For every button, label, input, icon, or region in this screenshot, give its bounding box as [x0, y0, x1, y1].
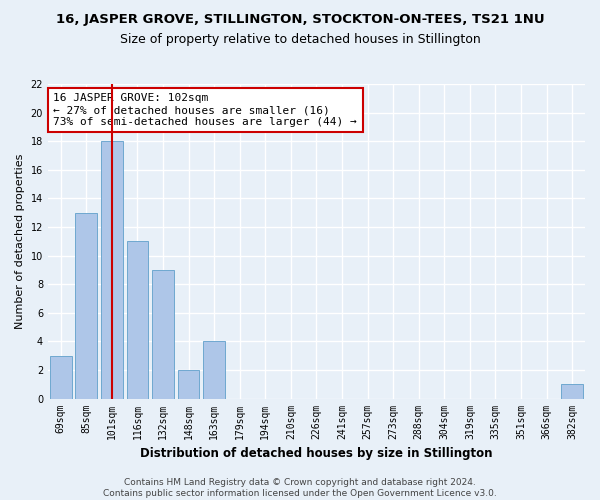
- Text: 16, JASPER GROVE, STILLINGTON, STOCKTON-ON-TEES, TS21 1NU: 16, JASPER GROVE, STILLINGTON, STOCKTON-…: [56, 12, 544, 26]
- Bar: [152, 270, 174, 398]
- Y-axis label: Number of detached properties: Number of detached properties: [15, 154, 25, 329]
- Bar: [562, 384, 583, 398]
- Text: 16 JASPER GROVE: 102sqm
← 27% of detached houses are smaller (16)
73% of semi-de: 16 JASPER GROVE: 102sqm ← 27% of detache…: [53, 94, 357, 126]
- X-axis label: Distribution of detached houses by size in Stillington: Distribution of detached houses by size …: [140, 447, 493, 460]
- Text: Size of property relative to detached houses in Stillington: Size of property relative to detached ho…: [119, 32, 481, 46]
- Bar: [101, 141, 123, 399]
- Bar: [127, 242, 148, 398]
- Bar: [178, 370, 199, 398]
- Bar: [203, 342, 225, 398]
- Bar: [50, 356, 71, 399]
- Text: Contains HM Land Registry data © Crown copyright and database right 2024.
Contai: Contains HM Land Registry data © Crown c…: [103, 478, 497, 498]
- Bar: [76, 212, 97, 398]
